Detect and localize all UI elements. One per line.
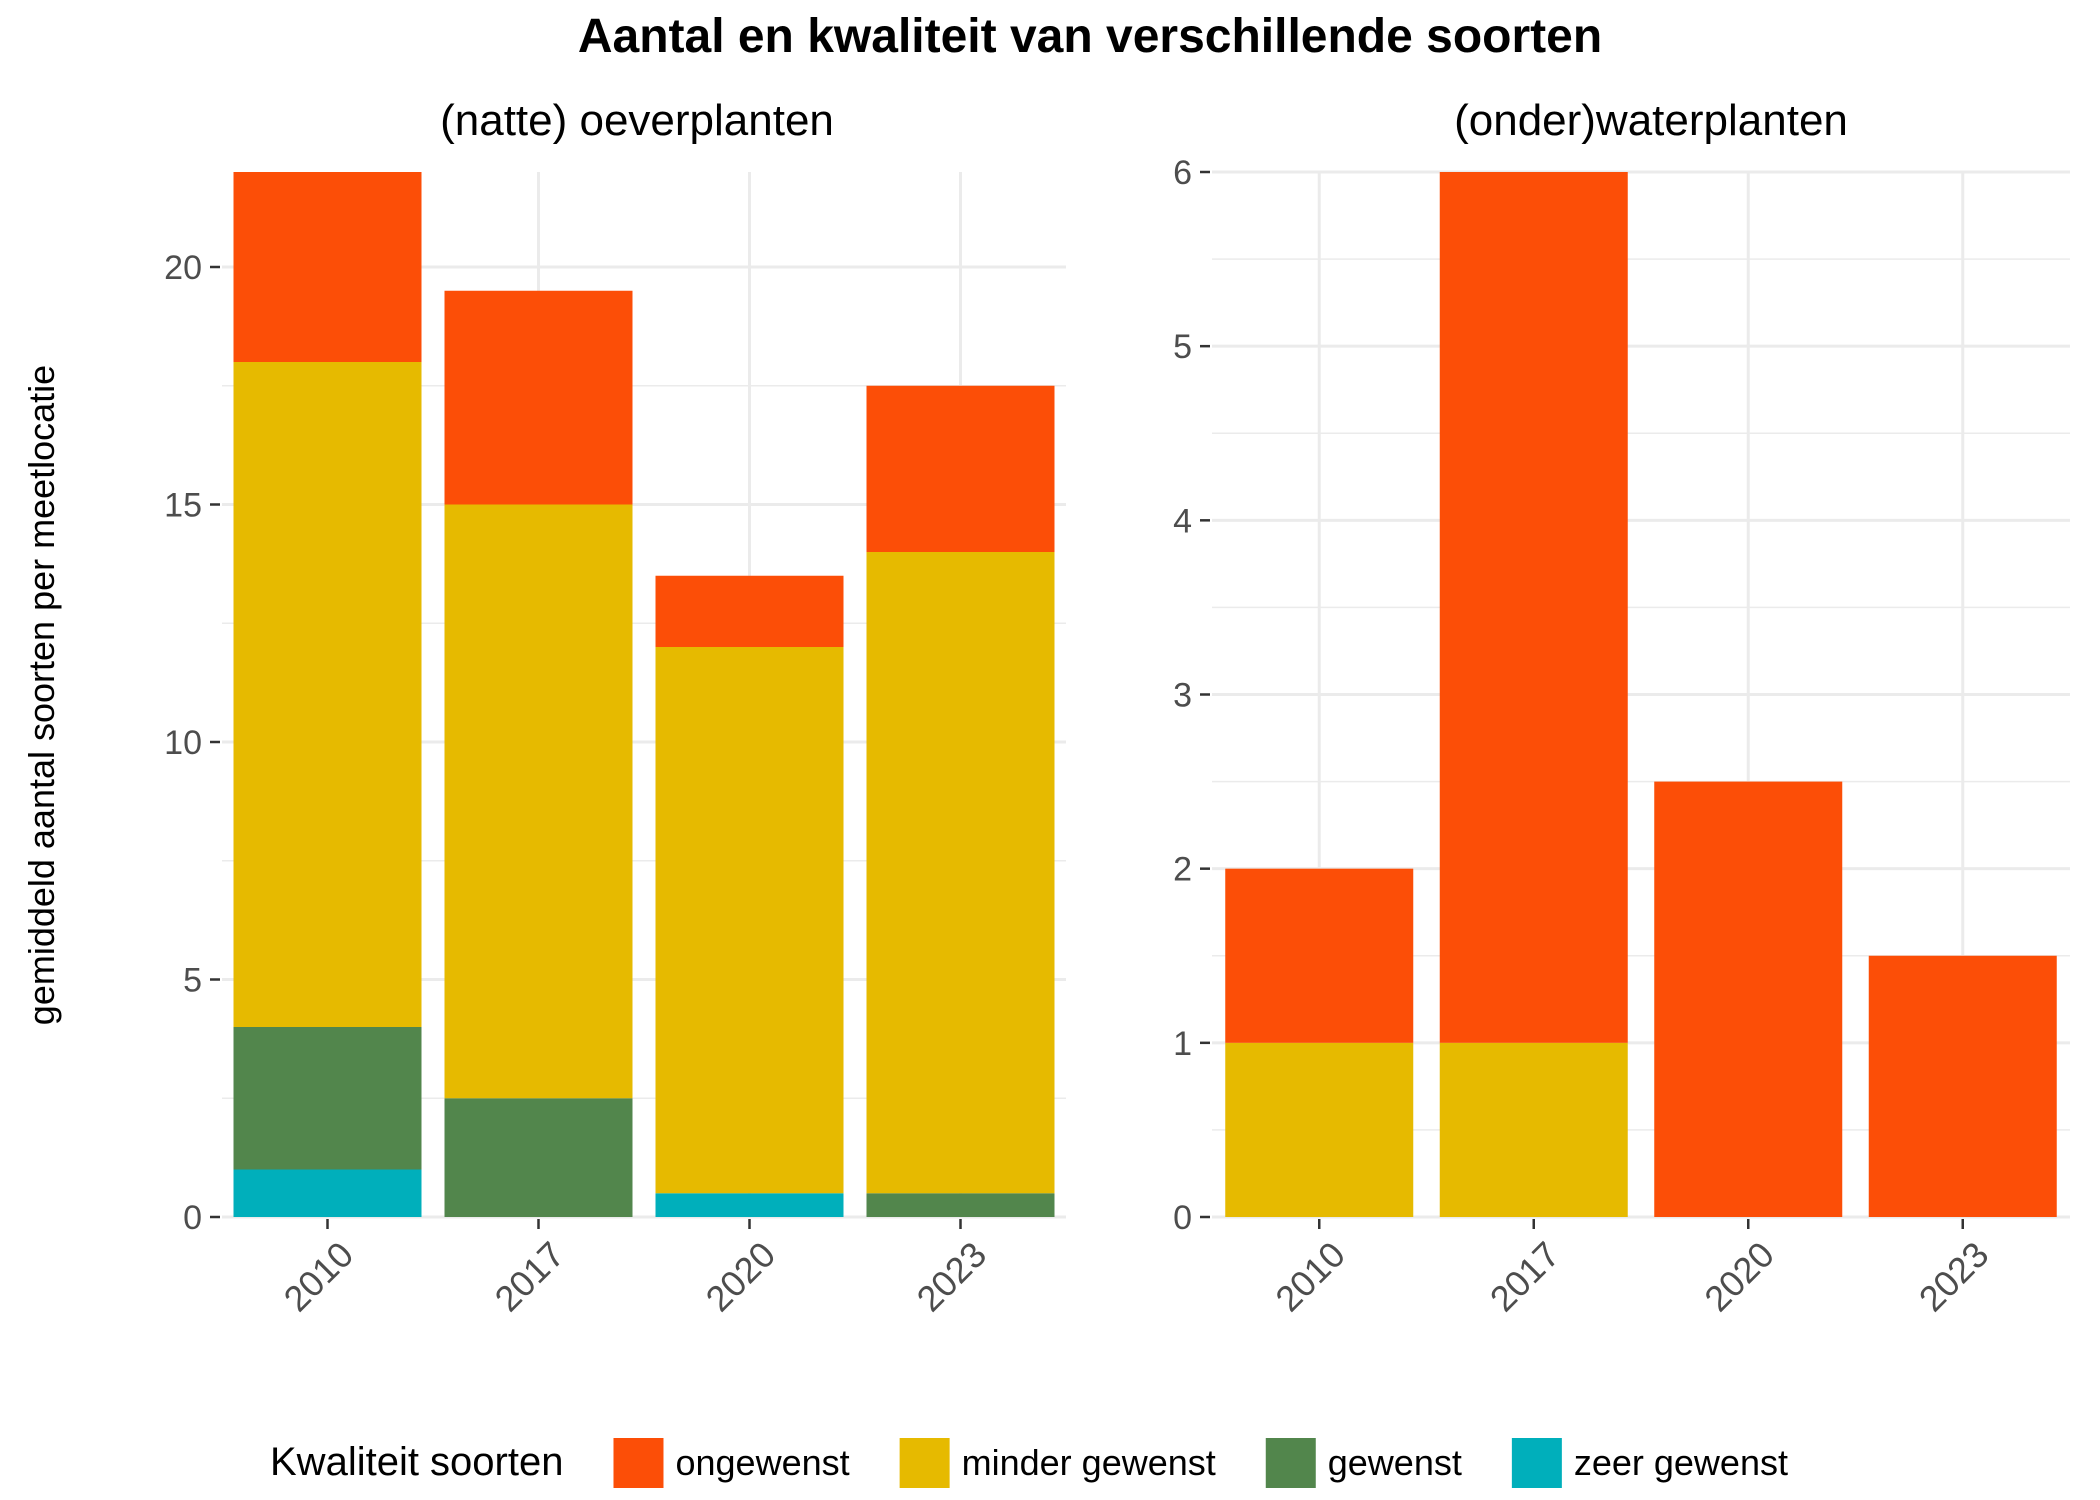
- bar-ongewenst-2010: [233, 172, 422, 362]
- y-tick-label: 3: [1173, 677, 1192, 715]
- bar-ongewenst-2023: [866, 385, 1055, 552]
- bar-ongewenst-2020: [1654, 781, 1843, 1217]
- legend-key-minder-gewenst: [899, 1438, 950, 1488]
- bar-ongewenst-2017: [444, 290, 633, 505]
- panel-title: (natte) oeverplanten: [440, 96, 834, 145]
- x-tick-label: 2017: [487, 1234, 573, 1320]
- bar-ongewenst-2017: [1439, 172, 1628, 1043]
- legend-label: zeer gewenst: [1574, 1442, 1788, 1483]
- y-tick-label: 1: [1173, 1025, 1192, 1063]
- y-axis-label: gemiddeld aantal soorten per meetlocatie: [21, 365, 62, 1025]
- panel-waterplanten: (onder)waterplanten 0 1 2 3 4 5 6 2010 2017 2020 20…: [1173, 96, 2070, 1319]
- bar-minder-gewenst-2017: [1439, 1042, 1628, 1217]
- bar-minder-gewenst-2017: [444, 504, 633, 1099]
- bar-gewenst-2010: [233, 1027, 422, 1170]
- y-tick-label: 0: [183, 1199, 202, 1237]
- legend-label: minder gewenst: [962, 1442, 1216, 1483]
- legend-label: ongewenst: [675, 1442, 849, 1483]
- bar-zeer-gewenst-2020: [655, 1193, 844, 1217]
- legend-key-ongewenst: [613, 1438, 664, 1488]
- x-tick-label: 2010: [276, 1234, 362, 1320]
- panel-title: (onder)waterplanten: [1454, 96, 1848, 145]
- main-title: Aantal en kwaliteit van verschillende so…: [578, 10, 1602, 63]
- bar-minder-gewenst-2010: [233, 362, 422, 1027]
- x-tick-label: 2017: [1482, 1234, 1568, 1320]
- bar-ongewenst-2023: [1868, 955, 2057, 1217]
- y-tick-label: 6: [1173, 154, 1192, 192]
- bar-gewenst-2023: [866, 1193, 1055, 1217]
- bar-ongewenst-2010: [1225, 868, 1414, 1043]
- y-tick-label: 2: [1173, 851, 1192, 889]
- y-tick-label: 10: [164, 724, 202, 762]
- bar-gewenst-2017: [444, 1098, 633, 1217]
- bar-minder-gewenst-2020: [655, 647, 844, 1194]
- legend: Kwaliteit soorten ongewenst minder gewens…: [270, 1438, 1788, 1488]
- y-tick-label: 5: [183, 962, 202, 1000]
- bar-minder-gewenst-2023: [866, 552, 1055, 1194]
- y-tick-label: 20: [164, 249, 202, 287]
- y-tick-label: 0: [1173, 1199, 1192, 1237]
- x-tick-label: 2023: [1911, 1234, 1997, 1320]
- y-tick-label: 4: [1173, 502, 1192, 540]
- legend-key-zeer-gewenst: [1511, 1438, 1562, 1488]
- panel-oeverplanten: (natte) oeverplanten 0 5 10 15 20 2010 2017 2020…: [164, 96, 1066, 1319]
- legend-label: gewenst: [1328, 1442, 1462, 1483]
- bar-zeer-gewenst-2010: [233, 1169, 422, 1217]
- y-tick-label: 15: [164, 487, 202, 525]
- bar-ongewenst-2020: [655, 575, 844, 647]
- y-tick-label: 5: [1173, 328, 1192, 366]
- legend-key-gewenst: [1265, 1438, 1316, 1488]
- legend-title: Kwaliteit soorten: [270, 1440, 563, 1484]
- x-tick-label: 2010: [1267, 1234, 1353, 1320]
- x-tick-label: 2023: [909, 1234, 995, 1320]
- x-tick-label: 2020: [1696, 1234, 1782, 1320]
- x-tick-label: 2020: [698, 1234, 784, 1320]
- bar-minder-gewenst-2010: [1225, 1042, 1414, 1217]
